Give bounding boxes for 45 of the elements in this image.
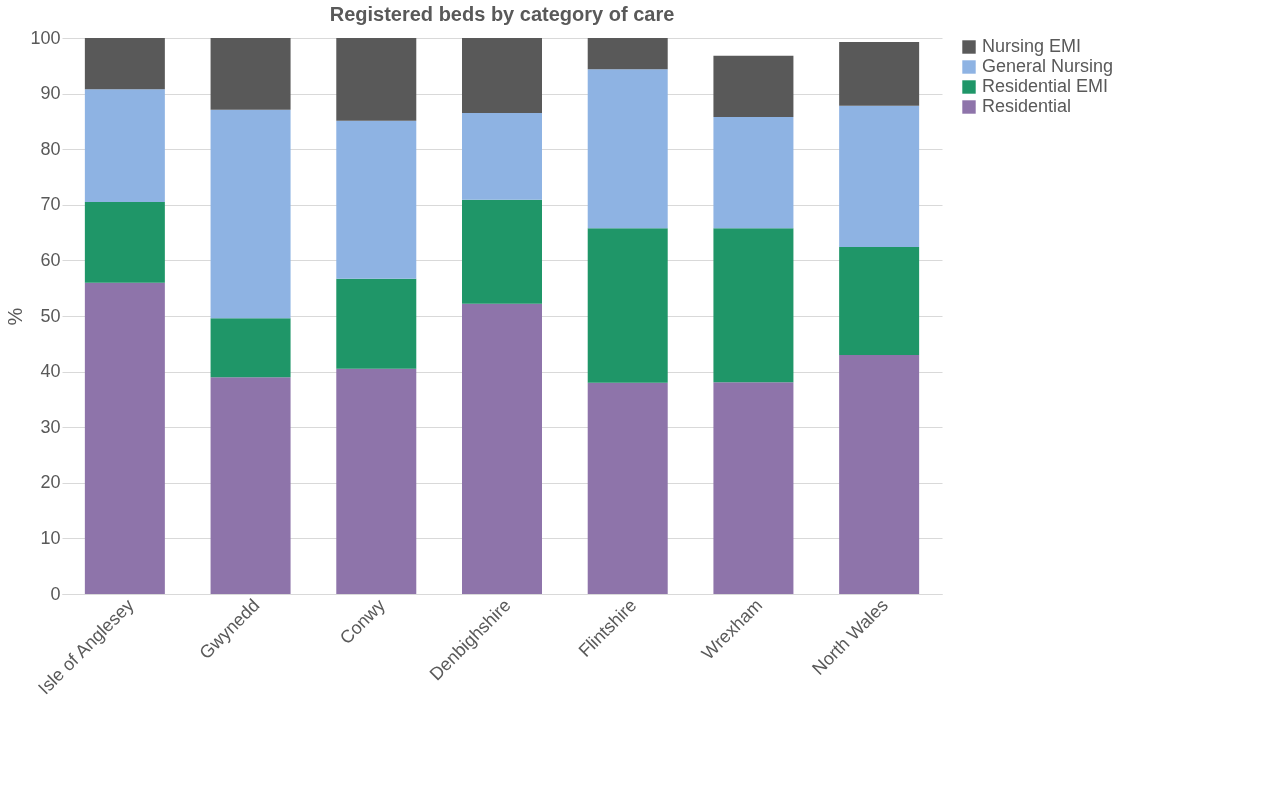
y-tick-label: 10: [40, 527, 61, 548]
bar: [713, 116, 794, 229]
bar: [839, 354, 920, 594]
bar: [587, 228, 668, 383]
y-tick-label: 20: [40, 472, 61, 493]
bar: [336, 38, 417, 121]
bar: [462, 38, 542, 114]
y-axis-title: %: [4, 307, 27, 326]
legend-label: General Nursing: [982, 56, 1114, 76]
y-tick-label: 80: [40, 138, 61, 159]
y-tick-label: 50: [40, 305, 61, 326]
bar: [713, 228, 794, 383]
bar: [336, 368, 417, 594]
bar: [587, 69, 668, 229]
bar: [839, 105, 920, 248]
y-tick-label: 100: [30, 27, 61, 48]
bar: [462, 303, 542, 594]
bar: [84, 282, 165, 594]
y-tick-label: 90: [40, 83, 61, 104]
bar: [210, 38, 291, 110]
chart-title: Registered beds by category of care: [329, 3, 675, 25]
bar: [210, 318, 291, 378]
y-tick-label: 40: [40, 361, 61, 382]
bar: [336, 120, 417, 279]
bar: [336, 278, 417, 369]
bar: [713, 55, 794, 117]
bar: [210, 109, 291, 319]
bar: [839, 247, 920, 355]
y-tick-label: 60: [40, 249, 61, 270]
bar: [84, 89, 165, 203]
bar: [84, 38, 165, 90]
y-tick-label: 0: [50, 583, 61, 604]
bar: [462, 199, 542, 304]
y-tick-label: 30: [40, 416, 61, 437]
bar: [713, 382, 794, 594]
bar: [210, 377, 291, 594]
bar: [587, 38, 668, 70]
y-tick-label: 70: [40, 194, 61, 215]
legend-label: Residential EMI: [982, 76, 1109, 96]
bar: [587, 382, 668, 594]
legend-label: Nursing EMI: [982, 36, 1082, 56]
legend-label: Residential: [982, 96, 1072, 116]
bar: [462, 113, 542, 200]
bar: [839, 41, 920, 106]
bar: [84, 202, 165, 283]
